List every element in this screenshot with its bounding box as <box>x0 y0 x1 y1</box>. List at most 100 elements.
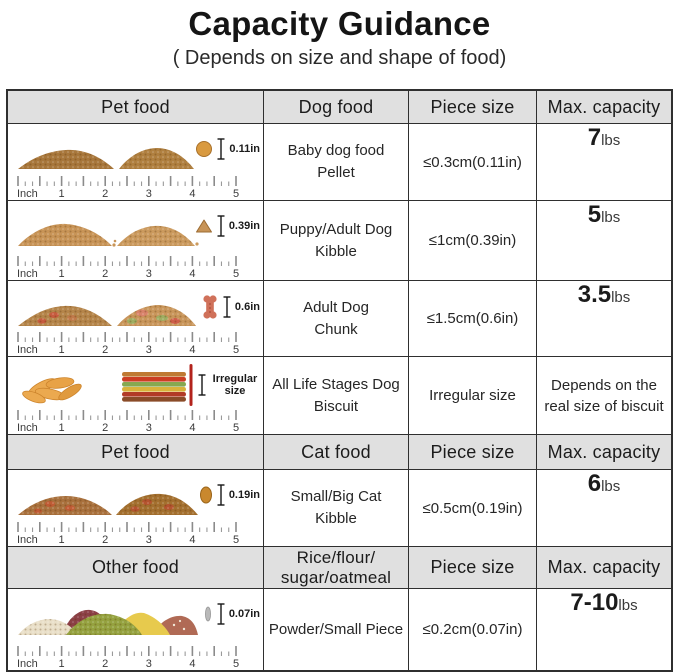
capacity-unit: lbs <box>601 132 621 149</box>
capacity-value: 6 <box>587 470 602 497</box>
food-illustration-cell: 0.07in Inch 1 2 3 4 5 <box>8 589 264 670</box>
food-name-cell: All Life Stages Dog Biscuit <box>264 357 409 435</box>
capacity-unit: lbs <box>611 289 631 306</box>
food-name-cell: Adult Dog Chunk <box>264 281 409 357</box>
svg-text:1: 1 <box>59 534 65 545</box>
capacity-table: Pet food Dog food Piece size Max. capaci… <box>6 89 673 672</box>
size-callout: Irregular size <box>188 362 260 408</box>
svg-text:5: 5 <box>233 658 239 669</box>
red-line-icon <box>189 364 193 406</box>
header-label: Pet food <box>101 441 170 462</box>
piece-size-value: ≤0.2cm(0.07in) <box>422 621 523 638</box>
svg-text:5: 5 <box>233 534 239 545</box>
food-name-cell: Baby dog food Pellet <box>264 124 409 201</box>
header-cell-piece-size: Piece size <box>409 91 537 124</box>
page-title: Capacity Guidance <box>188 5 491 42</box>
header-label: Piece size <box>430 441 515 462</box>
header-label: Piece size <box>430 96 515 117</box>
measure-ibeam-icon <box>217 603 225 625</box>
header-cell-dog-food: Dog food <box>264 91 409 124</box>
grain-piles-icon <box>18 609 198 635</box>
page-subtitle: ( Depends on size and shape of food) <box>172 47 507 69</box>
svg-text:Inch: Inch <box>17 422 38 433</box>
svg-text:4: 4 <box>189 344 195 355</box>
header-cell-cat-food: Cat food <box>264 435 409 470</box>
capacity-text: Depends on the real size of biscuit <box>544 376 664 415</box>
svg-text:Inch: Inch <box>17 534 38 545</box>
piece-size-cell: ≤0.5cm(0.19in) <box>409 470 537 547</box>
piece-size-cell: ≤0.3cm(0.11in) <box>409 124 537 201</box>
inch-ruler: Inch 1 2 3 4 5 <box>14 175 254 200</box>
svg-text:Inch: Inch <box>17 188 38 199</box>
cat-kibble-piles-icon <box>18 493 198 515</box>
food-name-line2: Kibble <box>315 242 357 260</box>
piece-size-value: ≤1.5cm(0.6in) <box>426 310 519 327</box>
size-label: 0.6in <box>234 301 260 313</box>
grain-icon <box>204 606 211 622</box>
size-label: 0.11in <box>229 143 260 155</box>
svg-text:1: 1 <box>59 422 65 433</box>
header-label: Piece size <box>430 557 515 577</box>
svg-text:1: 1 <box>59 344 65 355</box>
food-name-line2: Kibble <box>315 510 357 527</box>
svg-text:1: 1 <box>59 658 65 669</box>
header-cell-max-capacity: Max. capacity <box>537 91 671 124</box>
capacity-cell: 6 lbs <box>537 470 671 547</box>
inch-ruler: Inch 1 2 3 4 5 <box>14 409 254 434</box>
svg-text:2: 2 <box>102 422 108 433</box>
size-label: Irregular size <box>212 373 258 397</box>
capacity-cell: 3.5 lbs <box>537 281 671 357</box>
size-callout: 0.39in <box>195 213 260 239</box>
piece-size-value: ≤0.5cm(0.19in) <box>422 499 523 517</box>
chunk-piles-icon <box>18 305 196 326</box>
measure-ibeam-icon <box>198 374 206 396</box>
food-name-line2: Biscuit <box>313 397 359 415</box>
food-name-cell: Small/Big Cat Kibble <box>264 470 409 547</box>
svg-text:2: 2 <box>102 188 108 199</box>
svg-text:3: 3 <box>146 268 152 279</box>
kibble-piles-icon <box>18 223 199 247</box>
inch-ruler: Inch 1 2 3 4 5 <box>14 521 254 546</box>
capacity-unit: lbs <box>601 478 621 495</box>
svg-text:4: 4 <box>189 534 195 545</box>
size-callout: 0.07in <box>203 601 260 627</box>
food-name-line1: All Life Stages Dog <box>272 375 400 393</box>
capacity-unit: lbs <box>601 209 621 226</box>
food-name-line1: Small/Big Cat <box>290 488 382 505</box>
header-cell-pet-food: Pet food <box>8 435 264 470</box>
header-label-line2: sugar/oatmeal <box>280 567 392 587</box>
header-label-line1: Rice/flour/ <box>296 547 376 567</box>
bone-treat-icon <box>203 295 217 319</box>
svg-text:5: 5 <box>233 344 239 355</box>
food-illustration-cell: 0.39in Inch 1 2 3 4 5 <box>8 201 264 281</box>
svg-text:2: 2 <box>102 268 108 279</box>
food-name-cell: Powder/Small Piece <box>264 589 409 670</box>
food-illustration-cell: 0.19in Inch 1 2 3 4 5 <box>8 470 264 547</box>
svg-text:3: 3 <box>146 188 152 199</box>
header-label: Cat food <box>301 441 371 462</box>
food-illustration-cell: Irregular size Inch 1 2 3 4 5 <box>8 357 264 435</box>
svg-text:3: 3 <box>146 422 152 433</box>
food-name-line2: Pellet <box>317 164 355 181</box>
pellet-piles-icon <box>18 148 194 169</box>
header-cell-piece-size: Piece size <box>409 547 537 589</box>
header-cell-max-capacity: Max. capacity <box>537 435 671 470</box>
svg-text:Inch: Inch <box>17 268 38 279</box>
kibble-triangle-icon <box>195 219 212 233</box>
inch-ruler: Inch 1 2 3 4 5 <box>14 331 254 356</box>
size-label: 0.07in <box>228 608 260 620</box>
piece-size-value: ≤0.3cm(0.11in) <box>423 153 522 171</box>
svg-text:1: 1 <box>59 268 65 279</box>
piece-size-cell: ≤0.2cm(0.07in) <box>409 589 537 670</box>
svg-text:4: 4 <box>189 188 195 199</box>
header-cell-pet-food: Pet food <box>8 91 264 124</box>
header-label: Max. capacity <box>547 96 661 117</box>
size-label: 0.19in <box>228 489 260 501</box>
capacity-cell: 7-10 lbs <box>537 589 671 670</box>
measure-ibeam-icon <box>217 215 225 237</box>
capacity-value: 7-10 <box>570 589 619 616</box>
svg-text:4: 4 <box>189 422 195 433</box>
chew-sticks <box>122 372 186 402</box>
measure-ibeam-icon <box>217 484 225 506</box>
svg-text:5: 5 <box>233 188 239 199</box>
